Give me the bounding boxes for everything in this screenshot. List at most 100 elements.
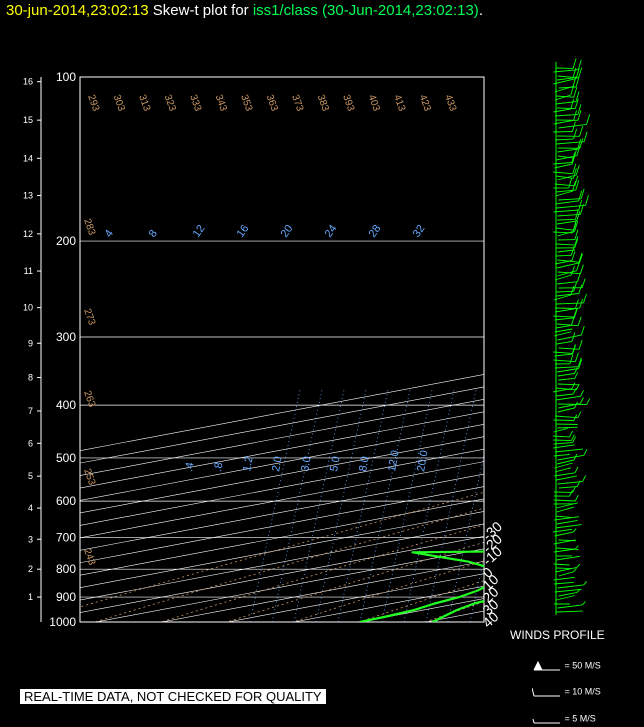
wind-barb xyxy=(553,209,579,213)
wind-barb-feather xyxy=(582,475,587,482)
wind-barb-feather xyxy=(573,568,577,573)
wind-barb xyxy=(556,567,572,570)
wind-barb xyxy=(554,462,573,469)
wind-barb-feather xyxy=(577,357,582,367)
mixing-ratio-lower-label: 1.2 xyxy=(241,455,255,472)
isotherm-line xyxy=(227,573,484,622)
height-tick-label: 13 xyxy=(23,191,33,201)
isotherm-line xyxy=(80,536,484,613)
wind-barb-feather xyxy=(576,272,581,282)
wind-legend-50-label: = 50 M/S xyxy=(564,660,601,671)
wind-barb xyxy=(556,323,579,327)
wind-barb xyxy=(556,227,574,231)
height-tick-label: 2 xyxy=(28,564,33,574)
wind-barb xyxy=(553,359,576,363)
dry-adiabat-side-label: 263 xyxy=(81,389,97,409)
height-tick-label: 8 xyxy=(28,373,33,383)
mixing-ratio-line xyxy=(381,389,433,622)
wind-barb-feather xyxy=(583,449,588,456)
wind-barb xyxy=(556,262,580,269)
mixing-ratio-line xyxy=(315,389,367,622)
wind-barb xyxy=(555,524,582,529)
wind-barb-feather xyxy=(574,352,579,362)
wind-barb-feather xyxy=(586,398,591,405)
wind-barb xyxy=(555,415,578,419)
wind-barb-feather xyxy=(571,332,576,342)
wind-barb xyxy=(555,610,583,613)
wind-profile xyxy=(552,58,591,615)
wind-barb xyxy=(553,539,576,545)
dry-adiabat-label: 363 xyxy=(264,93,280,113)
wind-legend-5-label: = 5 M/S xyxy=(564,713,596,724)
wind-barb xyxy=(555,395,581,401)
wind-barb-feather xyxy=(578,284,583,294)
wind-barb xyxy=(554,472,576,477)
title-station: iss1/class (30-Jun-2014,23:02:13) xyxy=(252,2,479,19)
wind-barb xyxy=(554,183,575,187)
pressure-tick-label: 800 xyxy=(56,562,76,576)
wind-barb xyxy=(555,138,574,141)
wind-barb xyxy=(556,290,574,293)
isotherm-line xyxy=(80,511,484,588)
wind-barb xyxy=(556,502,578,509)
height-tick-label: 1 xyxy=(28,592,33,602)
wind-barb xyxy=(556,555,580,561)
dry-adiabat-label: 423 xyxy=(417,93,433,113)
wind-barb xyxy=(557,383,579,386)
wind-barb-feather xyxy=(570,434,575,441)
dry-adiabat-side-label: 243 xyxy=(81,547,97,567)
isotherm-line xyxy=(80,423,484,501)
wind-barb-feather xyxy=(574,220,579,232)
wind-barb-feather xyxy=(578,340,583,350)
wind-barb xyxy=(553,69,579,73)
wind-barb xyxy=(556,204,586,209)
wind-barb-feather xyxy=(574,98,579,109)
wind-barb-feather xyxy=(579,397,584,404)
wind-barb-feather xyxy=(576,261,581,271)
wind-barb-feather xyxy=(581,278,586,288)
dry-adiabat-line xyxy=(357,580,484,622)
wind-barb-feather xyxy=(570,84,575,96)
wind-barb xyxy=(557,174,577,181)
mixing-ratio-label: 28 xyxy=(367,223,384,240)
wind-barb xyxy=(557,218,576,221)
wind-barb xyxy=(556,519,578,525)
wind-barb-feather xyxy=(570,98,575,110)
wind-barb-feather xyxy=(571,152,576,163)
wind-barb xyxy=(555,200,579,205)
wind-barb xyxy=(556,595,575,601)
wind-barb-feather xyxy=(574,494,579,502)
wind-barb xyxy=(557,481,583,485)
wind-barb-feather xyxy=(577,138,582,150)
wind-barb-feather xyxy=(577,110,582,121)
wind-barb-feather xyxy=(586,114,591,125)
wind-barb xyxy=(557,249,576,253)
wind-barb xyxy=(556,77,573,81)
wind-barb xyxy=(553,294,572,301)
wind-barb xyxy=(558,198,582,201)
mixing-ratio-lower-label: 2.0 xyxy=(270,455,284,472)
mixing-ratio-lower-label: 20.0 xyxy=(415,449,431,472)
wind-barb-feather xyxy=(570,285,575,296)
height-tick-label: 16 xyxy=(23,77,33,87)
wind-barb-feather xyxy=(572,76,577,87)
wind-barb-feather xyxy=(572,436,577,443)
dry-adiabat-label: 293 xyxy=(85,93,101,113)
isotherm-line xyxy=(80,523,484,601)
wind-barb xyxy=(556,506,575,513)
title-period: . xyxy=(478,2,483,19)
barb-5-icon xyxy=(532,718,560,724)
wind-legend-10: = 10 M/S xyxy=(531,686,601,698)
height-tick-label: 11 xyxy=(24,266,33,276)
dry-adiabat-label: 343 xyxy=(213,93,229,113)
wind-barb xyxy=(557,454,584,461)
dry-adiabat-side-label: 273 xyxy=(81,307,97,327)
height-tick-label: 7 xyxy=(28,406,33,416)
wind-barb xyxy=(558,123,587,129)
wind-barb xyxy=(555,324,572,329)
wind-barb-feather xyxy=(572,181,576,192)
wind-barb-feather xyxy=(576,145,581,156)
pressure-tick-label: 900 xyxy=(56,590,76,604)
dry-adiabat-label: 383 xyxy=(315,93,331,113)
wind-barb-feather xyxy=(580,188,585,199)
